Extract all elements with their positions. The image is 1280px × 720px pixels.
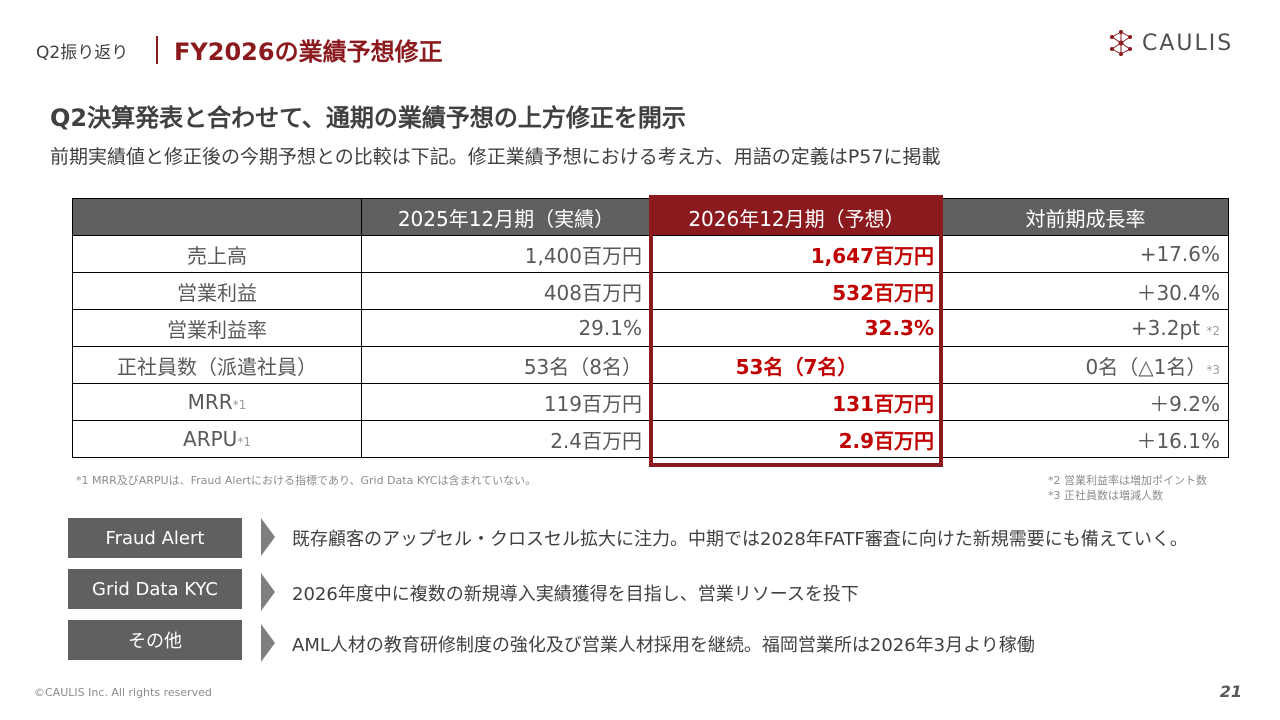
header-cell-item <box>72 198 362 236</box>
footnote-mrr-arpu: *1 MRR及びARPUは、Fraud Alertにおける指標であり、Grid … <box>76 474 537 487</box>
segment-arrow-icon <box>261 518 275 556</box>
network-logo-icon <box>1110 30 1132 56</box>
table-row: 正社員数（派遣社員） 53名（8名） 53名（7名） 0名（△1名）*3 <box>72 346 1229 384</box>
subheadline: 前期実績値と修正後の今期予想との比較は下記。修正業績予想における考え方、用語の定… <box>50 146 941 168</box>
row-growth: ＋30.4% <box>942 272 1229 310</box>
row-actual: 119百万円 <box>361 383 651 421</box>
copyright: ©CAULIS Inc. All rights reserved <box>34 686 212 699</box>
row-item: 売上高 <box>72 235 362 273</box>
row-growth: ＋9.2% <box>942 383 1229 421</box>
segment-arrow-icon <box>261 624 275 662</box>
row-forecast: 1,647百万円 <box>650 235 943 273</box>
row-actual: 29.1% <box>361 309 651 347</box>
page-title: FY2026の業績予想修正 <box>174 38 443 66</box>
row-forecast: 2.9百万円 <box>650 420 943 458</box>
row-growth: ＋16.1% <box>942 420 1229 458</box>
table-header-row: 2025年12月期（実績） 2026年12月期（予想） 対前期成長率 <box>72 198 1229 236</box>
footnote-right: *2 営業利益率は増加ポイント数 *3 正社員数は増減人数 <box>1048 473 1207 503</box>
table-row: 営業利益率 29.1% 32.3% +3.2pt *2 <box>72 309 1229 347</box>
table-row: 売上高 1,400百万円 1,647百万円 +17.6% <box>72 235 1229 273</box>
row-item: ARPU*1 <box>72 420 362 458</box>
row-item: 正社員数（派遣社員） <box>72 346 362 384</box>
row-item: MRR*1 <box>72 383 362 421</box>
footnote-headcount: *3 正社員数は増減人数 <box>1048 489 1163 502</box>
page-number: 21 <box>1219 682 1242 701</box>
row-actual: 1,400百万円 <box>361 235 651 273</box>
header-cell-growth: 対前期成長率 <box>942 198 1229 236</box>
row-growth: 0名（△1名）*3 <box>942 346 1229 384</box>
caulis-logo: CAULIS <box>1108 30 1233 56</box>
row-growth: +17.6% <box>942 235 1229 273</box>
row-forecast: 131百万円 <box>650 383 943 421</box>
logo-text: CAULIS <box>1142 30 1234 56</box>
header-cell-forecast: 2026年12月期（予想） <box>650 198 943 236</box>
row-forecast: 53名（7名） <box>650 346 943 384</box>
section-label: Q2振り返り <box>36 43 129 63</box>
row-item: 営業利益 <box>72 272 362 310</box>
footnote-margin: *2 営業利益率は増加ポイント数 <box>1048 474 1207 487</box>
segment-text-fraud-alert: 既存顧客のアップセル・クロスセル拡大に注力。中期では2028年FATF審査に向け… <box>292 529 1188 550</box>
table-row: 営業利益 408百万円 532百万円 ＋30.4% <box>72 272 1229 310</box>
forecast-table: 2025年12月期（実績） 2026年12月期（予想） 対前期成長率 売上高 1… <box>72 198 1229 458</box>
segment-label-grid-data-kyc: Grid Data KYC <box>68 569 242 609</box>
segment-text-other: AML人材の教育研修制度の強化及び営業人材採用を継続。福岡営業所は2026年3月… <box>292 635 1035 656</box>
row-forecast: 32.3% <box>650 309 943 347</box>
row-item: 営業利益率 <box>72 309 362 347</box>
row-actual: 408百万円 <box>361 272 651 310</box>
segment-arrow-icon <box>261 573 275 611</box>
table-row: ARPU*1 2.4百万円 2.9百万円 ＋16.1% <box>72 420 1229 458</box>
row-forecast: 532百万円 <box>650 272 943 310</box>
row-actual: 53名（8名） <box>361 346 651 384</box>
segment-label-other: その他 <box>68 620 242 660</box>
header-cell-actual: 2025年12月期（実績） <box>361 198 651 236</box>
segment-label-fraud-alert: Fraud Alert <box>68 518 242 558</box>
segment-text-grid-data-kyc: 2026年度中に複数の新規導入実績獲得を目指し、営業リソースを投下 <box>292 584 859 605</box>
row-actual: 2.4百万円 <box>361 420 651 458</box>
header-divider <box>156 36 158 64</box>
row-growth: +3.2pt *2 <box>942 309 1229 347</box>
headline: Q2決算発表と合わせて、通期の業績予想の上方修正を開示 <box>50 104 686 132</box>
table-row: MRR*1 119百万円 131百万円 ＋9.2% <box>72 383 1229 421</box>
